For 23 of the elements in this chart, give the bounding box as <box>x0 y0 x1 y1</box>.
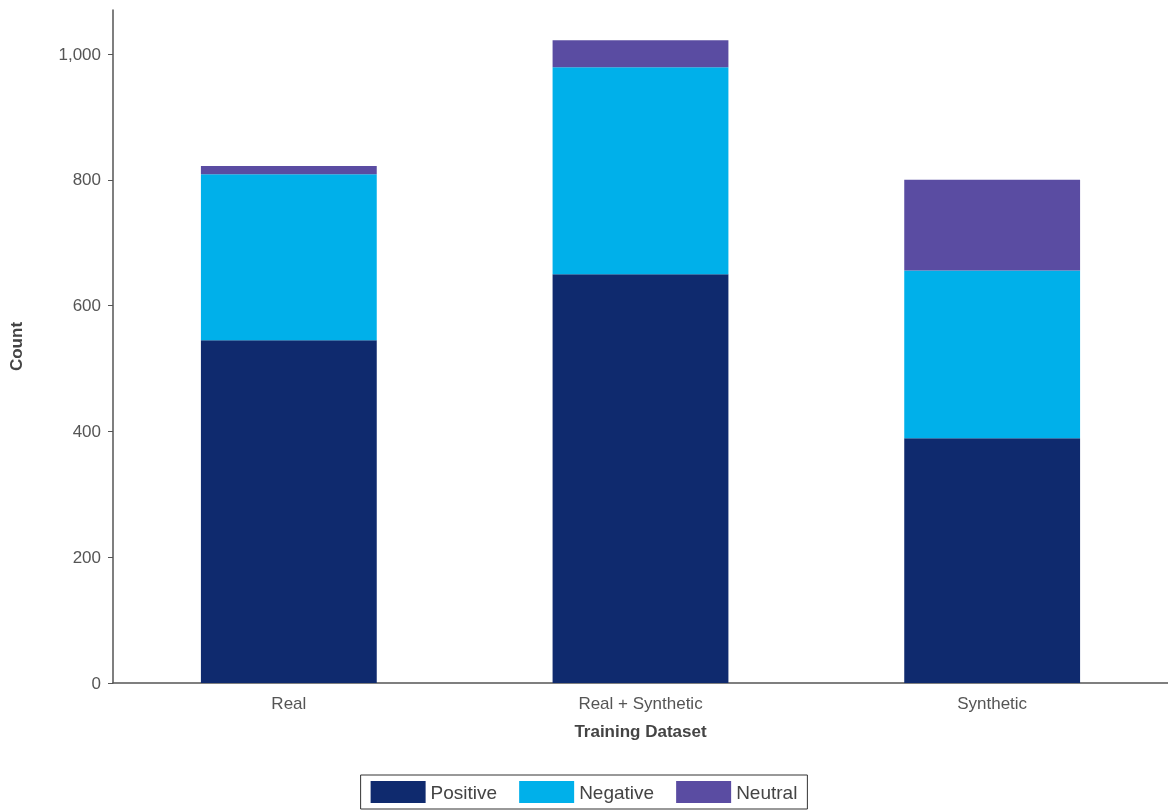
bar <box>200 165 377 175</box>
bar <box>552 274 729 683</box>
bar <box>200 174 377 341</box>
y-tick-label: 0 <box>91 673 101 693</box>
bar <box>904 438 1081 683</box>
y-tick-label: 600 <box>72 296 101 316</box>
y-axis-title: Count <box>7 321 26 372</box>
bar <box>552 67 729 275</box>
bar <box>552 40 729 68</box>
legend-label: Neutral <box>736 781 798 803</box>
x-tick-label: Real + Synthetic <box>578 694 704 713</box>
y-tick-label: 1,000 <box>58 44 101 64</box>
y-tick-label: 800 <box>72 170 101 190</box>
x-tick-label: Synthetic <box>957 694 1028 713</box>
y-tick-label: 400 <box>72 421 101 441</box>
bar <box>904 270 1081 439</box>
x-axis-title: Training Dataset <box>574 722 707 741</box>
legend-label: Negative <box>579 781 655 803</box>
legend-label: Positive <box>430 781 498 803</box>
bar <box>200 340 377 683</box>
x-tick-label: Real <box>271 694 307 713</box>
bar <box>904 179 1081 271</box>
y-tick-label: 200 <box>72 547 101 567</box>
